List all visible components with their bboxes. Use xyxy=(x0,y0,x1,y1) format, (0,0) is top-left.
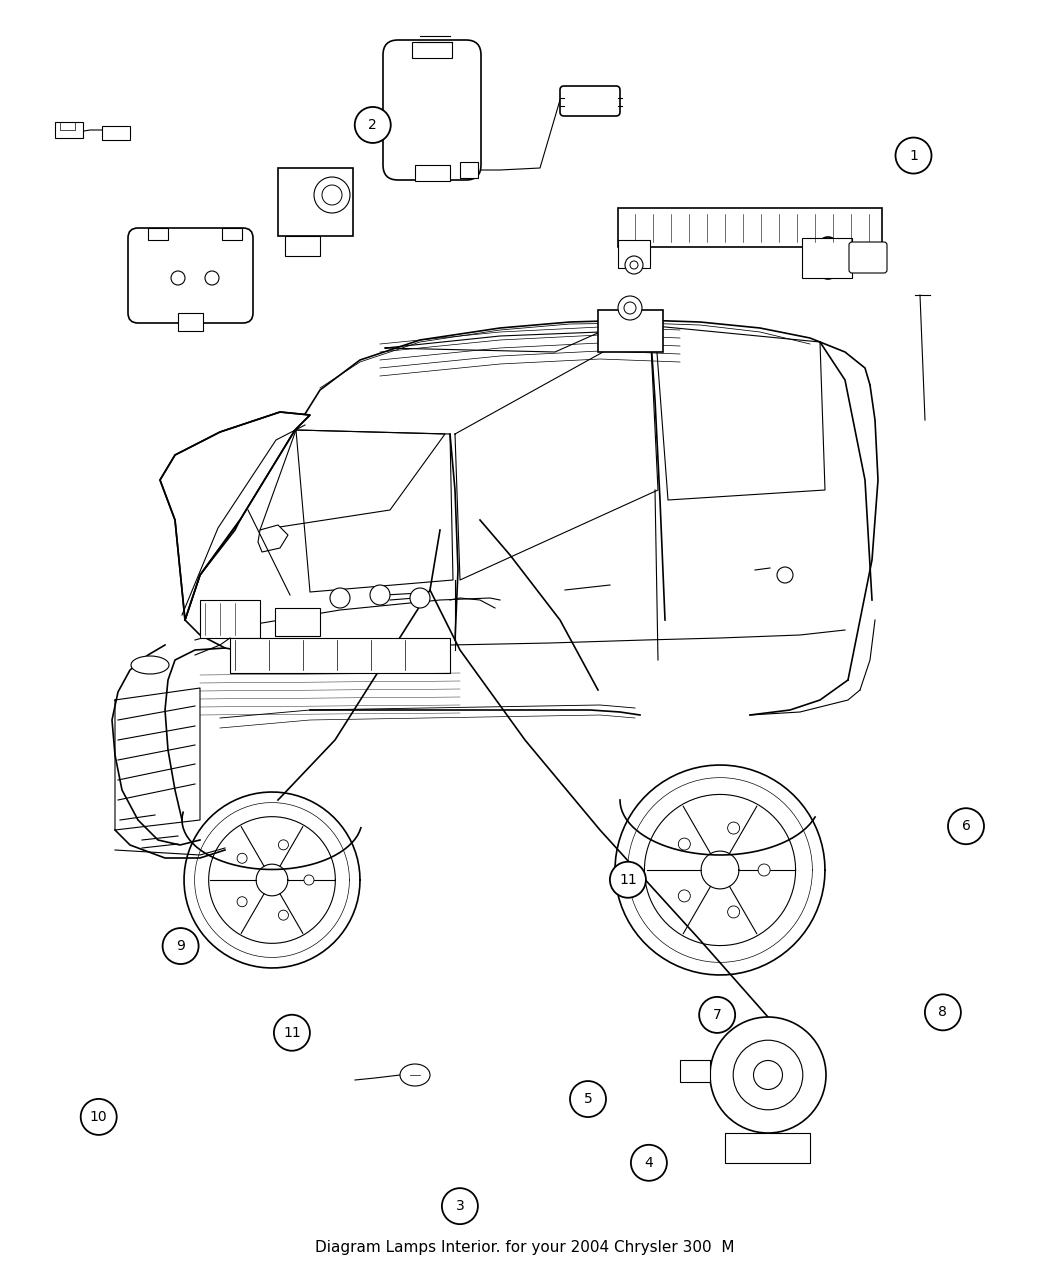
Circle shape xyxy=(733,1040,803,1109)
Circle shape xyxy=(330,588,350,608)
Circle shape xyxy=(896,138,931,173)
Circle shape xyxy=(948,808,984,844)
Text: 8: 8 xyxy=(939,1006,947,1019)
Circle shape xyxy=(678,890,690,901)
Circle shape xyxy=(631,1145,667,1181)
Circle shape xyxy=(610,862,646,898)
Circle shape xyxy=(570,1081,606,1117)
FancyBboxPatch shape xyxy=(618,240,650,268)
FancyBboxPatch shape xyxy=(460,162,478,179)
FancyBboxPatch shape xyxy=(148,228,168,240)
Circle shape xyxy=(630,261,638,269)
Ellipse shape xyxy=(400,1065,430,1086)
Text: 3: 3 xyxy=(456,1200,464,1213)
FancyBboxPatch shape xyxy=(102,126,130,140)
Circle shape xyxy=(163,928,198,964)
Circle shape xyxy=(322,185,342,205)
FancyBboxPatch shape xyxy=(285,236,320,256)
FancyBboxPatch shape xyxy=(598,310,663,352)
Text: 2: 2 xyxy=(369,119,377,131)
FancyBboxPatch shape xyxy=(230,638,450,673)
Circle shape xyxy=(678,838,690,850)
FancyBboxPatch shape xyxy=(278,168,353,236)
FancyBboxPatch shape xyxy=(178,312,203,332)
Text: 5: 5 xyxy=(584,1093,592,1105)
Text: 10: 10 xyxy=(90,1111,107,1123)
Text: 9: 9 xyxy=(176,940,185,952)
Ellipse shape xyxy=(131,657,169,674)
Text: 7: 7 xyxy=(713,1009,721,1021)
Circle shape xyxy=(278,910,289,921)
Circle shape xyxy=(303,875,314,885)
Text: 1: 1 xyxy=(909,149,918,162)
Circle shape xyxy=(81,1099,117,1135)
Circle shape xyxy=(205,272,219,286)
FancyBboxPatch shape xyxy=(200,601,260,638)
Text: Diagram Lamps Interior. for your 2004 Chrysler 300  M: Diagram Lamps Interior. for your 2004 Ch… xyxy=(315,1241,735,1255)
Circle shape xyxy=(442,1188,478,1224)
Circle shape xyxy=(355,107,391,143)
Circle shape xyxy=(237,853,247,863)
Polygon shape xyxy=(160,412,310,620)
FancyBboxPatch shape xyxy=(415,164,450,181)
Circle shape xyxy=(314,177,350,213)
Circle shape xyxy=(278,840,289,850)
FancyBboxPatch shape xyxy=(412,42,452,57)
Circle shape xyxy=(925,994,961,1030)
Circle shape xyxy=(728,822,739,834)
Circle shape xyxy=(754,1061,782,1090)
Text: 11: 11 xyxy=(284,1026,300,1039)
FancyBboxPatch shape xyxy=(849,242,887,273)
Circle shape xyxy=(758,864,770,876)
Text: 4: 4 xyxy=(645,1156,653,1169)
FancyBboxPatch shape xyxy=(275,608,320,636)
Polygon shape xyxy=(258,525,288,552)
FancyBboxPatch shape xyxy=(618,208,882,247)
FancyBboxPatch shape xyxy=(680,1060,710,1082)
Circle shape xyxy=(699,997,735,1033)
Circle shape xyxy=(237,896,247,907)
FancyBboxPatch shape xyxy=(128,228,253,323)
FancyBboxPatch shape xyxy=(222,228,242,240)
Ellipse shape xyxy=(814,237,842,279)
Circle shape xyxy=(625,256,643,274)
Circle shape xyxy=(777,567,793,583)
FancyBboxPatch shape xyxy=(383,40,481,180)
Circle shape xyxy=(728,907,739,918)
FancyBboxPatch shape xyxy=(55,122,83,138)
Circle shape xyxy=(710,1017,826,1133)
Circle shape xyxy=(370,585,390,606)
Text: 6: 6 xyxy=(962,820,970,833)
FancyBboxPatch shape xyxy=(802,238,852,278)
Text: 11: 11 xyxy=(620,873,636,886)
Circle shape xyxy=(274,1015,310,1051)
Circle shape xyxy=(410,588,430,608)
FancyBboxPatch shape xyxy=(724,1133,810,1163)
FancyBboxPatch shape xyxy=(560,85,619,116)
Circle shape xyxy=(624,302,636,314)
Circle shape xyxy=(618,296,642,320)
Circle shape xyxy=(171,272,185,286)
